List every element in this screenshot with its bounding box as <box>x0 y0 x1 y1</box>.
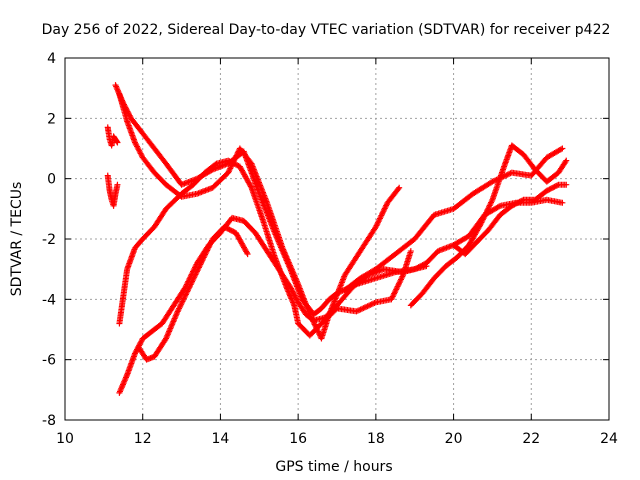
data-point <box>370 300 377 307</box>
y-tick-label: 0 <box>47 172 56 188</box>
data-point <box>519 197 526 204</box>
data-point <box>368 301 375 308</box>
data-point <box>562 158 569 165</box>
data-point <box>357 306 364 313</box>
data-point <box>396 184 403 191</box>
x-tick-label: 12 <box>134 431 152 447</box>
series-track-g <box>104 172 121 209</box>
x-tick-label: 16 <box>289 431 307 447</box>
data-point <box>356 307 363 314</box>
y-tick-label: -2 <box>42 232 56 248</box>
data-point <box>495 203 502 210</box>
series-track-e <box>135 223 251 363</box>
data-point <box>559 199 566 206</box>
y-tick-label: -8 <box>42 413 56 429</box>
data-point <box>503 172 510 179</box>
series-track-c <box>116 157 414 339</box>
data-point <box>563 181 570 188</box>
x-tick-label: 20 <box>445 431 463 447</box>
data-point <box>554 182 561 189</box>
data-point <box>247 183 254 190</box>
data-point <box>114 181 121 188</box>
y-tick-label: -6 <box>42 353 56 369</box>
series-track-a <box>112 82 430 318</box>
data-point <box>358 305 365 312</box>
x-tick-label: 14 <box>212 431 230 447</box>
grid <box>65 58 609 420</box>
data-point <box>367 301 374 308</box>
data-point <box>371 299 378 306</box>
data-point <box>353 308 360 315</box>
series-track-d <box>116 196 566 396</box>
x-tick-label: 24 <box>600 431 618 447</box>
data-point <box>364 303 371 310</box>
data-point <box>360 305 367 312</box>
y-tick-label: 4 <box>47 51 56 67</box>
series-track-j <box>450 181 570 258</box>
y-axis-label: SDTVAR / TECUs <box>9 182 25 297</box>
data-point <box>395 185 402 192</box>
x-tick-label: 22 <box>522 431 540 447</box>
data-point <box>363 303 370 310</box>
data-point <box>114 139 121 146</box>
x-tick-label: 18 <box>367 431 385 447</box>
x-axis-label: GPS time / hours <box>275 459 392 475</box>
data-point <box>212 161 219 168</box>
data-point <box>365 302 372 309</box>
chart-title: Day 256 of 2022, Sidereal Day-to-day VTE… <box>42 22 611 38</box>
data-points <box>104 82 570 396</box>
y-tick-label: -4 <box>42 292 56 308</box>
data-point <box>506 170 513 177</box>
data-point <box>489 178 496 185</box>
data-point <box>490 178 497 185</box>
data-point <box>361 304 368 311</box>
data-point <box>407 248 414 255</box>
data-point <box>244 251 251 258</box>
data-point <box>354 307 361 314</box>
series-track-i <box>407 142 570 309</box>
data-point <box>113 138 120 145</box>
data-point <box>563 157 570 164</box>
x-tick-label: 10 <box>56 431 74 447</box>
data-point <box>504 171 511 178</box>
data-point <box>559 145 566 152</box>
series-track-f <box>104 124 121 149</box>
y-tick-label: 2 <box>47 111 56 127</box>
data-point <box>558 146 565 153</box>
data-point <box>243 249 250 256</box>
